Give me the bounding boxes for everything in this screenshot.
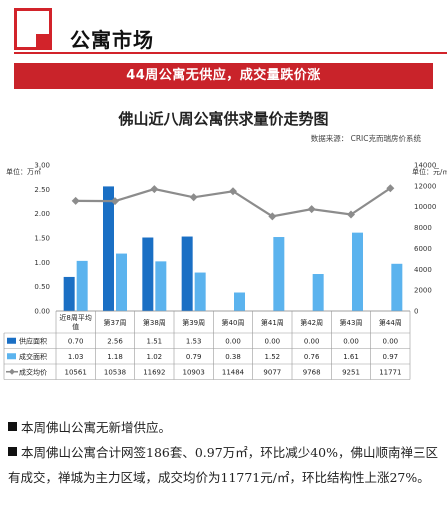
y-right-axis-title: 单位：元/㎡: [412, 167, 447, 176]
section-title: 公寓市场: [70, 28, 154, 52]
data-label: 11484: [222, 368, 245, 376]
price-point: [386, 184, 395, 193]
y-left-tick-label: 0.50: [34, 283, 50, 291]
x-tick-label: 第43周: [340, 318, 363, 327]
logo-mark: [14, 8, 52, 50]
data-label: 1.53: [186, 337, 202, 345]
data-label: 10561: [65, 368, 87, 376]
x-tick-label: 第42周: [300, 318, 323, 327]
price-point: [71, 196, 80, 205]
data-label: 0.00: [304, 337, 320, 345]
bar: [391, 263, 403, 311]
y-left-tick-label: 1.00: [34, 259, 50, 267]
bullet-item: 本周佛山公寓无新增供应。: [8, 415, 441, 440]
chart-source: 数据来源： CRIC克而瑞房价系统: [310, 134, 421, 143]
bar: [273, 237, 285, 311]
data-label: 1.52: [265, 353, 281, 361]
y-left-axis-title: 单位：万㎡: [6, 167, 41, 176]
y-left-tick-label: 1.50: [34, 235, 50, 243]
legend-swatch: [7, 353, 16, 360]
data-label: 0.76: [304, 353, 320, 361]
x-tick-label: 第39周: [182, 318, 205, 327]
y-right-tick-label: 2000: [414, 287, 432, 295]
legend-swatch: [7, 337, 16, 344]
data-label: 9251: [342, 368, 360, 376]
price-point: [307, 205, 316, 214]
x-tick-label: 第44周: [379, 318, 402, 327]
y-right-tick-label: 8000: [414, 224, 432, 232]
data-label: 10903: [183, 368, 205, 376]
price-point: [189, 193, 198, 202]
bullet-text: 本周佛山公寓无新增供应。: [21, 420, 172, 435]
chart-title: 佛山近八周公寓供求量价走势图: [118, 110, 329, 128]
data-label: 0.38: [225, 353, 241, 361]
bar: [155, 261, 167, 311]
data-label: 2.56: [107, 337, 123, 345]
data-label: 1.51: [147, 337, 163, 345]
bullet-item: 本周佛山公寓合计网签186套、0.97万㎡，环比减少40%，佛山顺南禅三区有成交…: [8, 440, 441, 490]
data-label: 1.03: [68, 353, 84, 361]
headline-banner: 44周公寓无供应，成交量跌价涨: [14, 63, 433, 89]
x-tick-label: 第37周: [104, 318, 127, 327]
x-tick-label: 第38周: [143, 318, 166, 327]
data-label: 0.00: [383, 337, 399, 345]
data-label: 1.02: [147, 353, 163, 361]
x-tick-label: 值: [72, 322, 79, 331]
bar: [103, 186, 114, 311]
x-tick-label: 第41周: [261, 318, 284, 327]
y-left-tick-label: 0.00: [34, 308, 50, 316]
bar: [63, 276, 75, 311]
bullet-text: 本周佛山公寓合计网签186套、0.97万㎡，环比减少40%，佛山顺南禅三区有成交…: [8, 445, 438, 485]
data-label: 11771: [379, 368, 401, 376]
data-label: 1.61: [343, 353, 359, 361]
price-point: [229, 187, 237, 196]
price-point: [268, 212, 277, 221]
y-left-tick-label: 2.00: [34, 210, 50, 218]
bar: [352, 232, 363, 311]
y-right-tick-label: 14000: [414, 162, 436, 170]
data-label: 0.00: [343, 337, 359, 345]
y-left-tick-label: 3.00: [34, 162, 50, 170]
y-right-tick-label: 0: [414, 308, 418, 316]
y-right-tick-label: 6000: [414, 245, 432, 253]
x-tick-label: 第40周: [222, 318, 245, 327]
legend-label: 成交均价: [19, 367, 47, 376]
price-point: [347, 210, 355, 219]
supply-demand-chart: 单位：万㎡ 单位：元/㎡ 0.00 0.50 1.00 1.50 2.00 2.50 3.00 0…: [3, 162, 447, 380]
x-tick-label: 近8周平均: [59, 313, 91, 322]
legend-marker: [9, 368, 15, 375]
bar: [234, 292, 245, 311]
data-label: 0.00: [265, 337, 281, 345]
legend-label: 成交面积: [19, 352, 47, 361]
y-right-tick-label: 10000: [414, 203, 436, 211]
data-label: 0.79: [186, 353, 202, 361]
data-label: 0.70: [68, 337, 84, 345]
price-point: [150, 185, 159, 194]
bar: [181, 236, 193, 311]
header-divider: [14, 52, 447, 54]
data-label: 0.00: [225, 337, 241, 345]
y-right-tick-label: 4000: [414, 266, 432, 274]
y-left-tick-label: 2.50: [34, 186, 50, 194]
square-bullet-icon: [8, 422, 17, 431]
data-label: 1.18: [107, 353, 123, 361]
data-label: 9077: [263, 368, 281, 376]
bar: [116, 253, 127, 311]
summary-text: 本周佛山公寓无新增供应。 本周佛山公寓合计网签186套、0.97万㎡，环比减少4…: [8, 415, 441, 490]
bar: [312, 274, 324, 311]
data-label: 0.97: [383, 353, 399, 361]
y-right-tick-label: 12000: [414, 182, 436, 190]
data-label: 10538: [104, 368, 126, 376]
square-bullet-icon: [8, 447, 17, 456]
bar: [194, 272, 206, 311]
data-label: 9768: [303, 368, 321, 376]
bar: [142, 237, 154, 311]
legend-label: 供应面积: [19, 336, 47, 345]
data-label: 11692: [143, 368, 165, 376]
bar: [76, 260, 88, 311]
price-point: [111, 197, 119, 206]
